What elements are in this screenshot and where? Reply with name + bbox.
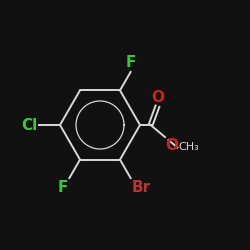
- Text: CH₃: CH₃: [178, 142, 199, 152]
- Text: O: O: [166, 138, 178, 152]
- Text: F: F: [58, 180, 68, 194]
- Text: Cl: Cl: [21, 118, 37, 132]
- Text: F: F: [126, 55, 136, 70]
- Text: O: O: [151, 90, 164, 105]
- Text: Br: Br: [132, 180, 151, 194]
